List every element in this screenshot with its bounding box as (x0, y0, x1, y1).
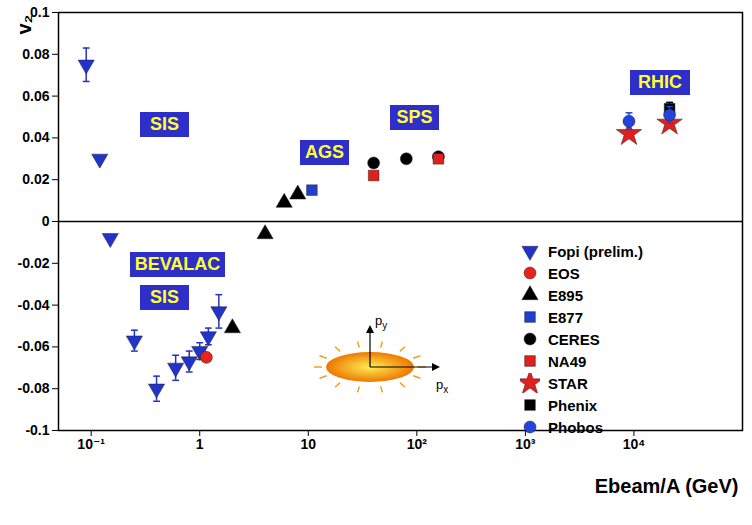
svg-text:v₂: v₂ (13, 15, 35, 35)
html-text:Phenix: Phenix (548, 396, 598, 414)
svg-text:-0.04: -0.04 (18, 297, 50, 313)
svg-text:0: 0 (42, 213, 50, 229)
svg-text:-0.1: -0.1 (25, 422, 49, 438)
svg-text:10²: 10² (407, 436, 428, 452)
html-text:Fopi (prelim.): Fopi (prelim.) (548, 242, 643, 260)
svg-text:0.08: 0.08 (22, 46, 49, 62)
html-text:NA49: NA49 (548, 352, 587, 370)
html-text:CERES: CERES (548, 330, 600, 348)
html-text:E877: E877 (548, 308, 583, 326)
html-text:STAR: STAR (548, 374, 588, 392)
html-text:EOS: EOS (548, 264, 580, 282)
svg-text:-0.08: -0.08 (18, 380, 50, 396)
svg-text:-0.02: -0.02 (18, 255, 50, 271)
svg-text:-0.06: -0.06 (18, 338, 50, 354)
html-text:SPS: SPS (396, 107, 433, 127)
html-text:Phobos: Phobos (548, 418, 603, 436)
svg-text:0.06: 0.06 (22, 88, 49, 104)
svg-text:10³: 10³ (515, 436, 536, 452)
svg-text:py: py (375, 313, 387, 331)
svg-text:0.02: 0.02 (22, 171, 49, 187)
svg-text:px: px (436, 377, 448, 395)
svg-text:10⁴: 10⁴ (623, 436, 646, 452)
svg-text:1: 1 (196, 436, 204, 452)
html-text:RHIC: RHIC (638, 72, 682, 92)
svg-text:Ebeam/A (GeV): Ebeam/A (GeV) (595, 475, 739, 497)
svg-text:0.1: 0.1 (30, 4, 50, 20)
html-text:SIS: SIS (150, 114, 179, 134)
html-text:AGS: AGS (305, 142, 344, 162)
html-text:E895: E895 (548, 286, 583, 304)
svg-text:10⁻¹: 10⁻¹ (77, 436, 105, 452)
html-text:SIS: SIS (150, 287, 179, 307)
html-text:BEVALAC: BEVALAC (134, 254, 221, 274)
svg-text:10: 10 (300, 436, 316, 452)
svg-text:0.04: 0.04 (22, 129, 49, 145)
